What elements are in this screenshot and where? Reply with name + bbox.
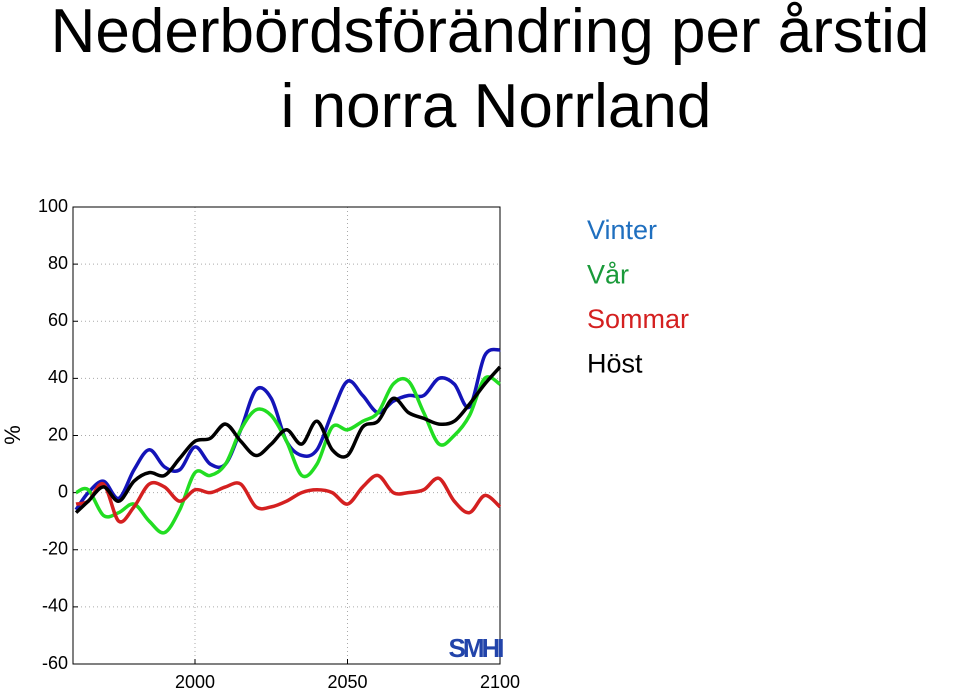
- y-axis-label: %: [0, 425, 25, 445]
- y-tick-label: 0: [58, 481, 68, 501]
- legend-label: Höst: [587, 349, 643, 379]
- y-tick-label: 60: [48, 310, 68, 330]
- line: [75, 473, 502, 524]
- chart-title: i norra Norrland: [281, 72, 712, 141]
- x-tick-label: 2050: [327, 672, 367, 691]
- y-tick-label: 100: [38, 196, 68, 216]
- plot-border: [72, 206, 501, 665]
- y-tick-label: 40: [48, 367, 68, 387]
- y-tick-label: 20: [48, 424, 68, 444]
- legend-label: Vår: [587, 260, 629, 290]
- y-tick-label: -60: [42, 653, 68, 673]
- chart-title: Nederbördsförändring per årstid: [51, 0, 930, 66]
- line: [74, 365, 502, 514]
- x-tick-label: 2000: [175, 672, 215, 691]
- legend-label: Vinter: [587, 215, 657, 245]
- y-tick-label: 80: [48, 253, 68, 273]
- line: [75, 375, 501, 535]
- plot-area: [73, 207, 500, 664]
- legend-label: Sommar: [587, 304, 689, 334]
- y-tick-label: -40: [42, 596, 68, 616]
- x-tick-label: 2100: [480, 672, 520, 691]
- y-tick-label: -20: [42, 539, 68, 559]
- logo: SMHI: [449, 633, 504, 663]
